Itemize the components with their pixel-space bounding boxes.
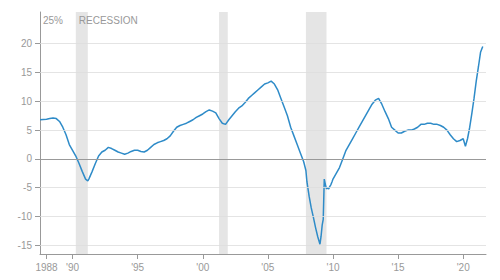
svg-text:'90: '90 (66, 262, 79, 273)
svg-text:1988: 1988 (35, 262, 58, 273)
svg-text:-10: -10 (18, 211, 33, 222)
svg-text:'95: '95 (131, 262, 144, 273)
svg-text:'05: '05 (261, 262, 274, 273)
svg-text:-15: -15 (18, 240, 33, 251)
svg-text:'10: '10 (326, 262, 339, 273)
svg-text:0: 0 (26, 153, 32, 164)
svg-text:'20: '20 (457, 262, 470, 273)
svg-text:RECESSION: RECESSION (79, 15, 138, 26)
svg-text:15: 15 (21, 67, 33, 78)
svg-text:-5: -5 (23, 182, 32, 193)
svg-text:25%: 25% (43, 15, 63, 26)
svg-text:'00: '00 (196, 262, 209, 273)
svg-text:5: 5 (26, 125, 32, 136)
svg-text:20: 20 (21, 38, 33, 49)
svg-text:'15: '15 (392, 262, 405, 273)
svg-text:10: 10 (21, 96, 33, 107)
